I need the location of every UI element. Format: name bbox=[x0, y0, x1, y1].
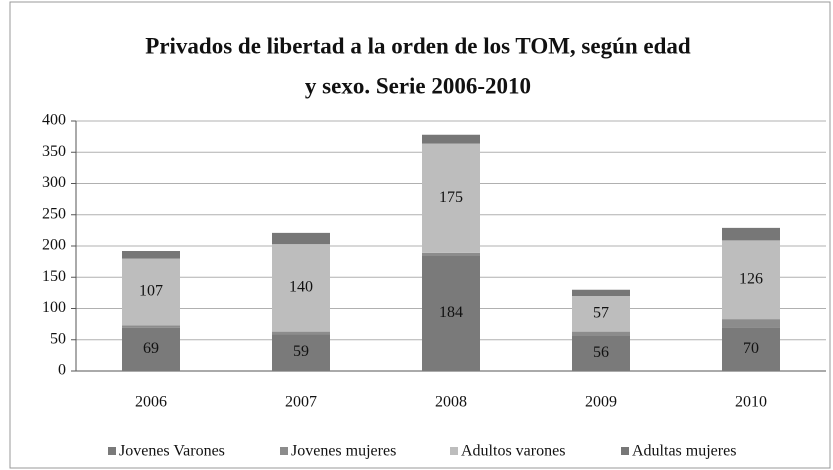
y-tick-label: 150 bbox=[42, 268, 66, 285]
bar-segment bbox=[722, 327, 780, 371]
chart-title: y sexo. Serie 2006-2010 bbox=[305, 73, 531, 98]
chart-title: Privados de libertad a la orden de los T… bbox=[145, 33, 691, 58]
y-tick-label: 350 bbox=[42, 143, 66, 160]
legend-label: Jovenes mujeres bbox=[291, 443, 396, 460]
bar-segment bbox=[272, 331, 330, 335]
y-tick-label: 0 bbox=[58, 362, 66, 379]
data-label: 70 bbox=[743, 340, 759, 357]
y-tick-label: 300 bbox=[42, 174, 66, 191]
bar-segment bbox=[572, 289, 630, 296]
bar-segment bbox=[722, 227, 780, 241]
bar-segment bbox=[122, 327, 180, 371]
data-label: 140 bbox=[289, 279, 313, 296]
bar-segment bbox=[572, 336, 630, 371]
data-label: 57 bbox=[593, 304, 609, 321]
x-tick-label: 2007 bbox=[285, 394, 317, 411]
bar-segment bbox=[272, 334, 330, 371]
data-label: 175 bbox=[439, 189, 463, 206]
bar-segment bbox=[722, 240, 780, 320]
x-tick-label: 2008 bbox=[435, 394, 467, 411]
y-tick-label: 200 bbox=[42, 237, 66, 254]
x-tick-label: 2009 bbox=[585, 394, 617, 411]
x-tick-label: 2006 bbox=[135, 394, 167, 411]
bar-segment bbox=[272, 244, 330, 332]
y-tick-label: 100 bbox=[42, 299, 66, 316]
data-label: 56 bbox=[593, 344, 609, 361]
data-label: 184 bbox=[439, 304, 463, 321]
legend-swatch bbox=[450, 447, 458, 455]
x-tick-label: 2010 bbox=[735, 394, 767, 411]
legend-swatch bbox=[621, 447, 629, 455]
legend-swatch bbox=[280, 447, 288, 455]
bar-segment bbox=[722, 319, 780, 328]
bar-segment bbox=[122, 258, 180, 326]
bar-segment bbox=[422, 143, 480, 253]
bar-segment bbox=[572, 331, 630, 336]
data-label: 69 bbox=[143, 340, 159, 357]
bar-segment bbox=[122, 251, 180, 259]
legend-label: Adultas mujeres bbox=[632, 443, 736, 460]
data-label: 126 bbox=[739, 270, 763, 287]
data-label: 107 bbox=[139, 283, 163, 300]
bar-segment bbox=[422, 134, 480, 144]
bar-segment bbox=[122, 325, 180, 328]
chart-frame bbox=[9, 1, 831, 469]
legend-swatch bbox=[108, 447, 116, 455]
y-tick-label: 50 bbox=[50, 330, 66, 347]
data-label: 59 bbox=[293, 343, 309, 360]
bar-segment bbox=[272, 232, 330, 245]
y-tick-label: 250 bbox=[42, 205, 66, 222]
legend-label: Adultos varones bbox=[461, 443, 565, 460]
y-tick-label: 400 bbox=[42, 112, 66, 129]
bar-segment bbox=[422, 252, 480, 256]
bar-segment bbox=[422, 256, 480, 371]
legend-label: Jovenes Varones bbox=[119, 443, 225, 460]
bar-segment bbox=[572, 296, 630, 332]
